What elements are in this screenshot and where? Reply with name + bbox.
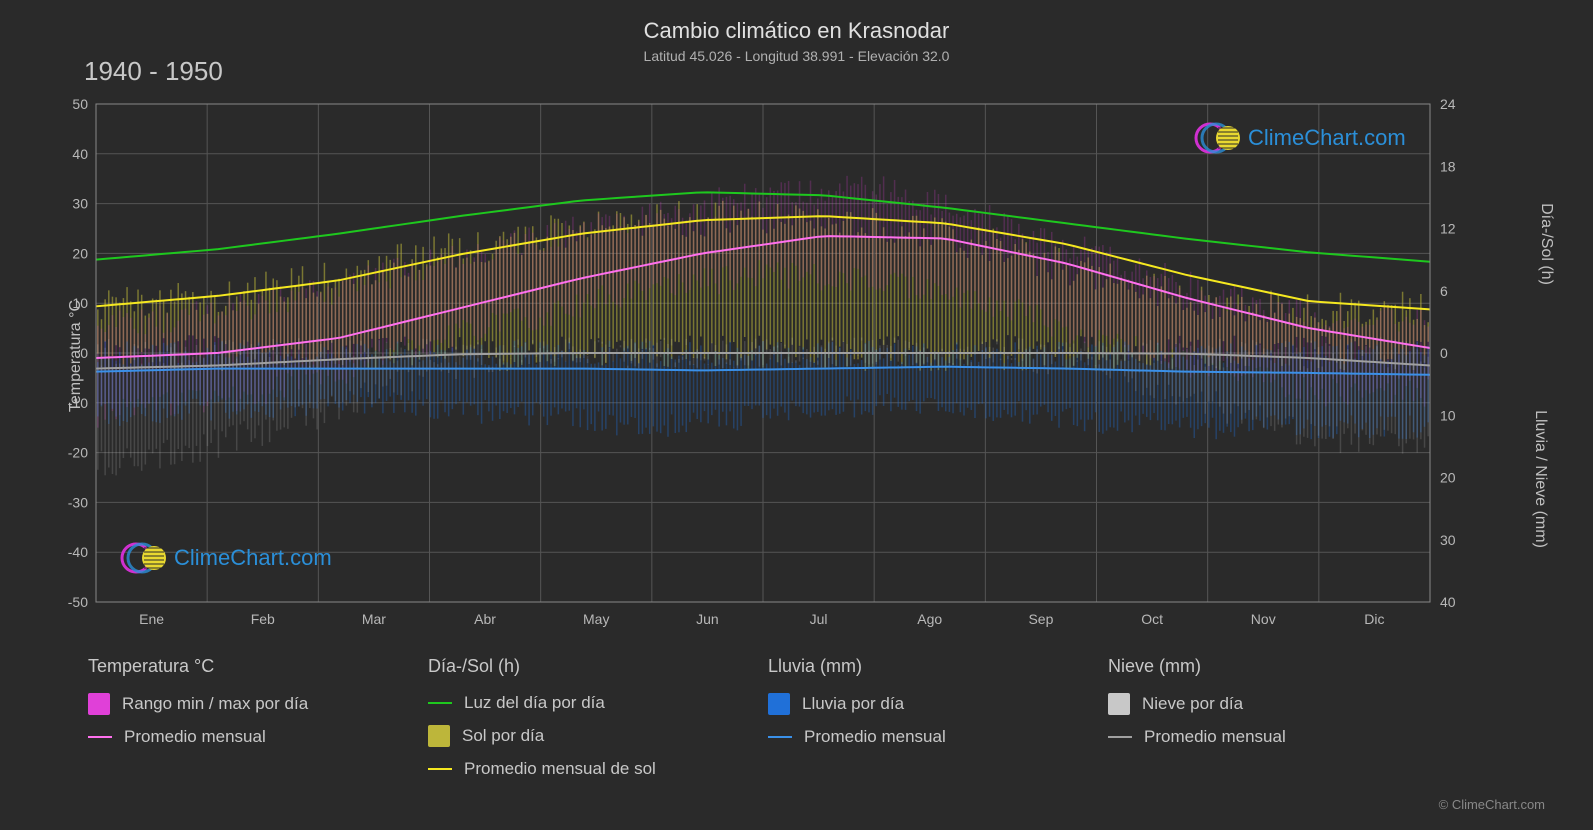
chart-svg: 50403020100-10-20-30-40-5024181260102030… [18,76,1508,636]
legend-item: Promedio mensual [1108,727,1408,747]
svg-text:40: 40 [72,146,88,162]
legend-item: Rango min / max por día [88,693,388,715]
y-axis-left-label: Temperatura °C [67,300,85,412]
svg-text:Sep: Sep [1028,611,1053,627]
legend-label: Rango min / max por día [122,694,308,714]
svg-text:30: 30 [72,196,88,212]
chart-container: Cambio climático en Krasnodar Latitud 45… [18,18,1575,812]
legend-swatch [88,736,112,738]
svg-text:Mar: Mar [362,611,386,627]
legend-item: Sol por día [428,725,728,747]
legend-label: Sol por día [462,726,544,746]
legend-swatch [1108,693,1130,715]
svg-text:ClimeChart.com: ClimeChart.com [174,545,332,570]
legend-header: Temperatura °C [88,656,388,677]
svg-text:10: 10 [1440,407,1456,423]
legend-swatch [88,693,110,715]
legend-swatch [428,768,452,770]
legend-swatch [428,702,452,704]
legend-header: Nieve (mm) [1108,656,1408,677]
legend-swatch [768,693,790,715]
chart-area: Temperatura °C Día-/Sol (h) Lluvia / Nie… [18,76,1575,636]
legend-swatch [768,736,792,738]
legend-column: Temperatura °C Rango min / max por día Pro… [88,656,388,779]
svg-text:Jun: Jun [696,611,719,627]
svg-text:Ene: Ene [139,611,164,627]
y-axis-right-bottom-label: Lluvia / Nieve (mm) [1531,410,1549,548]
svg-text:40: 40 [1440,594,1456,610]
svg-text:20: 20 [1440,470,1456,486]
svg-text:12: 12 [1440,221,1456,237]
svg-text:Feb: Feb [251,611,275,627]
legend-column: Lluvia (mm) Lluvia por día Promedio mensua… [768,656,1068,779]
svg-text:Oct: Oct [1141,611,1163,627]
legend-label: Promedio mensual [124,727,266,747]
chart-subtitle: Latitud 45.026 - Longitud 38.991 - Eleva… [18,48,1575,64]
svg-text:20: 20 [72,245,88,261]
svg-text:ClimeChart.com: ClimeChart.com [1248,125,1406,150]
svg-text:Nov: Nov [1251,611,1276,627]
legend-item: Luz del día por día [428,693,728,713]
svg-text:24: 24 [1440,96,1456,112]
legend-item: Lluvia por día [768,693,1068,715]
svg-text:May: May [583,611,609,627]
copyright-label: © ClimeChart.com [18,797,1575,812]
legend-label: Promedio mensual [1144,727,1286,747]
svg-text:Jul: Jul [810,611,828,627]
legend-label: Promedio mensual de sol [464,759,656,779]
legend-item: Nieve por día [1108,693,1408,715]
svg-text:30: 30 [1440,532,1456,548]
svg-text:50: 50 [72,96,88,112]
legend-item: Promedio mensual de sol [428,759,728,779]
svg-text:6: 6 [1440,283,1448,299]
svg-text:-30: -30 [68,494,88,510]
legend: Temperatura °C Rango min / max por día Pro… [18,636,1575,789]
svg-text:18: 18 [1440,158,1456,174]
legend-label: Promedio mensual [804,727,946,747]
svg-text:Dic: Dic [1364,611,1384,627]
svg-text:-20: -20 [68,445,88,461]
svg-text:Abr: Abr [474,611,496,627]
chart-title: Cambio climático en Krasnodar [18,18,1575,44]
legend-swatch [428,725,450,747]
svg-text:Ago: Ago [917,611,942,627]
legend-column: Nieve (mm) Nieve por día Promedio mensual [1108,656,1408,779]
svg-text:-40: -40 [68,544,88,560]
legend-label: Luz del día por día [464,693,605,713]
legend-label: Lluvia por día [802,694,904,714]
legend-header: Lluvia (mm) [768,656,1068,677]
legend-label: Nieve por día [1142,694,1243,714]
legend-column: Día-/Sol (h) Luz del día por día Sol por d… [428,656,728,779]
legend-item: Promedio mensual [88,727,388,747]
legend-swatch [1108,736,1132,738]
svg-text:0: 0 [1440,345,1448,361]
legend-header: Día-/Sol (h) [428,656,728,677]
legend-item: Promedio mensual [768,727,1068,747]
y-axis-right-top-label: Día-/Sol (h) [1537,203,1555,285]
svg-text:-50: -50 [68,594,88,610]
